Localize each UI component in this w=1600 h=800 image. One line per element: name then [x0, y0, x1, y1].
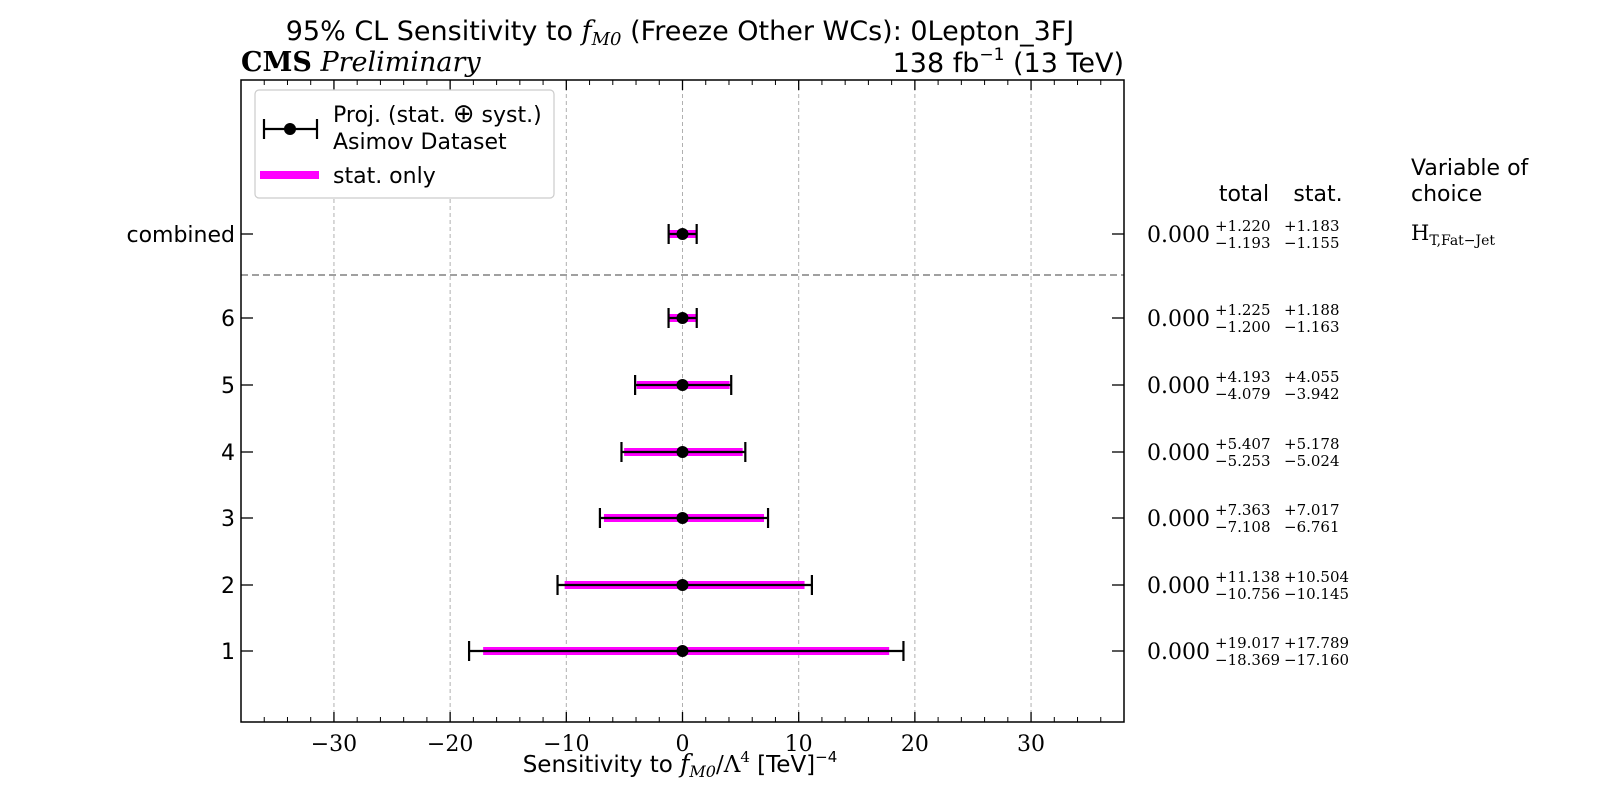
stat-down-label: −10.145 — [1284, 585, 1349, 603]
x-tick-label: 30 — [1017, 732, 1045, 757]
central-value-label: 0.000 — [1147, 507, 1210, 532]
title-prefix: 95% CL Sensitivity to — [286, 16, 582, 47]
legend-entry-proj: Proj. (stat. ⊕ syst.) — [333, 99, 542, 129]
y-tick-label: 1 — [221, 640, 235, 665]
stat-up-label: +5.178 — [1284, 435, 1340, 453]
lumi-energy: (13 TeV) — [1004, 48, 1124, 79]
xlabel-mid-sup: 4 — [740, 748, 750, 766]
total-up-label: +1.225 — [1215, 301, 1271, 319]
x-tick-label: 10 — [785, 732, 813, 757]
legend-entry-proj-line1: Proj. (stat. — [333, 103, 453, 128]
table-header-variable: Variable of — [1411, 156, 1530, 181]
central-point — [676, 645, 689, 657]
xlabel-unit-sup: −4 — [815, 748, 837, 766]
total-up-label: +11.138 — [1215, 568, 1280, 586]
title-suffix: (Freeze Other WCs): 0Lepton_3FJ — [622, 16, 1075, 47]
total-down-label: −1.200 — [1215, 318, 1271, 336]
title-var: f — [580, 16, 596, 47]
legend-oplus-symbol: ⊕ — [453, 99, 475, 129]
lumi-exponent: −1 — [979, 45, 1004, 65]
data-marks — [241, 224, 1124, 661]
values-table: 0.000 +1.220−1.193 +1.183−1.155 0.000 +1.225… — [1147, 217, 1349, 669]
xlabel-unit: [TeV] — [750, 752, 815, 778]
y-tick-label: 4 — [221, 441, 235, 466]
total-up-label: +5.407 — [1215, 435, 1271, 453]
title-var-sub: M0 — [591, 29, 622, 50]
central-point — [676, 312, 689, 324]
total-up-label: +1.220 — [1215, 217, 1271, 235]
xlabel-var-sub: M0 — [688, 762, 716, 781]
total-down-label: −10.756 — [1215, 585, 1280, 603]
plot-frame — [240, 79, 1125, 723]
stat-down-label: −6.761 — [1284, 518, 1340, 536]
central-point — [676, 379, 689, 391]
central-point — [676, 446, 689, 458]
xlabel-mid: /Λ — [716, 752, 741, 778]
x-tick-label: 20 — [901, 732, 929, 757]
table-header-variable-2: choice — [1411, 182, 1482, 207]
variable-main: H — [1411, 221, 1429, 245]
axis-labels: −30 −20 −10 0 10 20 30 combined 6 5 4 3 2 1 — [126, 223, 1045, 757]
x-tick-label: −20 — [427, 732, 473, 757]
experiment-label: CMS Preliminary — [241, 47, 481, 78]
total-down-label: −1.193 — [1215, 234, 1271, 252]
total-down-label: −18.369 — [1215, 651, 1280, 669]
central-value-label: 0.000 — [1147, 374, 1210, 399]
stat-down-label: −1.155 — [1284, 234, 1340, 252]
total-down-label: −5.253 — [1215, 452, 1271, 470]
total-up-label: +19.017 — [1215, 634, 1280, 652]
total-up-label: +4.193 — [1215, 368, 1271, 386]
legend-box — [254, 89, 555, 199]
y-tick-label: 5 — [221, 374, 235, 399]
luminosity-label: 138 fb−1 (13 TeV) — [893, 45, 1124, 79]
y-tick-label: 2 — [221, 574, 235, 599]
stat-up-label: +1.188 — [1284, 301, 1340, 319]
legend-entry-stat-only: stat. only — [333, 164, 436, 189]
total-up-label: +7.363 — [1215, 501, 1271, 519]
central-value-label: 0.000 — [1147, 223, 1210, 248]
stat-down-label: −1.163 — [1284, 318, 1340, 336]
central-value-label: 0.000 — [1147, 441, 1210, 466]
table-header-stat: stat. — [1293, 182, 1342, 207]
y-tick-label: 6 — [221, 307, 235, 332]
legend: Proj. (stat. ⊕ syst.) Asimov Dataset sta… — [254, 89, 555, 199]
central-value-label: 0.000 — [1147, 640, 1210, 665]
stat-up-label: +7.017 — [1284, 501, 1340, 519]
experiment-name: CMS — [241, 47, 312, 78]
legend-entry-proj-line1-end: syst.) — [475, 103, 542, 128]
central-value-label: 0.000 — [1147, 307, 1210, 332]
xlabel-var: f — [678, 749, 693, 778]
stat-up-label: +17.789 — [1284, 634, 1349, 652]
x-tick-label: −30 — [311, 732, 357, 757]
central-point — [676, 579, 689, 591]
stat-up-label: +1.183 — [1284, 217, 1340, 235]
variable-of-choice: HT,Fat−Jet — [1411, 221, 1495, 249]
total-down-label: −7.108 — [1215, 518, 1271, 536]
total-down-label: −4.079 — [1215, 385, 1271, 403]
chart-title: 95% CL Sensitivity to fM0 (Freeze Other … — [286, 16, 1075, 50]
stat-up-label: +10.504 — [1284, 568, 1349, 586]
stat-down-label: −5.024 — [1284, 452, 1340, 470]
y-tick-label: combined — [126, 223, 235, 248]
table-header-total: total — [1219, 182, 1269, 207]
stat-up-label: +4.055 — [1284, 368, 1340, 386]
central-point — [676, 228, 689, 240]
x-tick-label: 0 — [676, 732, 690, 757]
experiment-status: Preliminary — [319, 47, 481, 78]
variable-sub: T,Fat−Jet — [1429, 233, 1495, 249]
x-axis-label: Sensitivity to fM0/Λ4 [TeV]−4 — [523, 748, 838, 781]
stat-down-label: −17.160 — [1284, 651, 1349, 669]
legend-entry-asimov: Asimov Dataset — [333, 130, 507, 155]
central-value-label: 0.000 — [1147, 574, 1210, 599]
y-tick-label: 3 — [221, 507, 235, 532]
legend-errorbar-marker — [262, 119, 319, 139]
xlabel-prefix: Sensitivity to — [523, 752, 680, 778]
central-point — [676, 512, 689, 524]
legend-errorbar-point — [284, 123, 296, 135]
x-tick-label: −10 — [543, 732, 589, 757]
lumi-value: 138 fb — [893, 48, 980, 79]
stat-down-label: −3.942 — [1284, 385, 1340, 403]
